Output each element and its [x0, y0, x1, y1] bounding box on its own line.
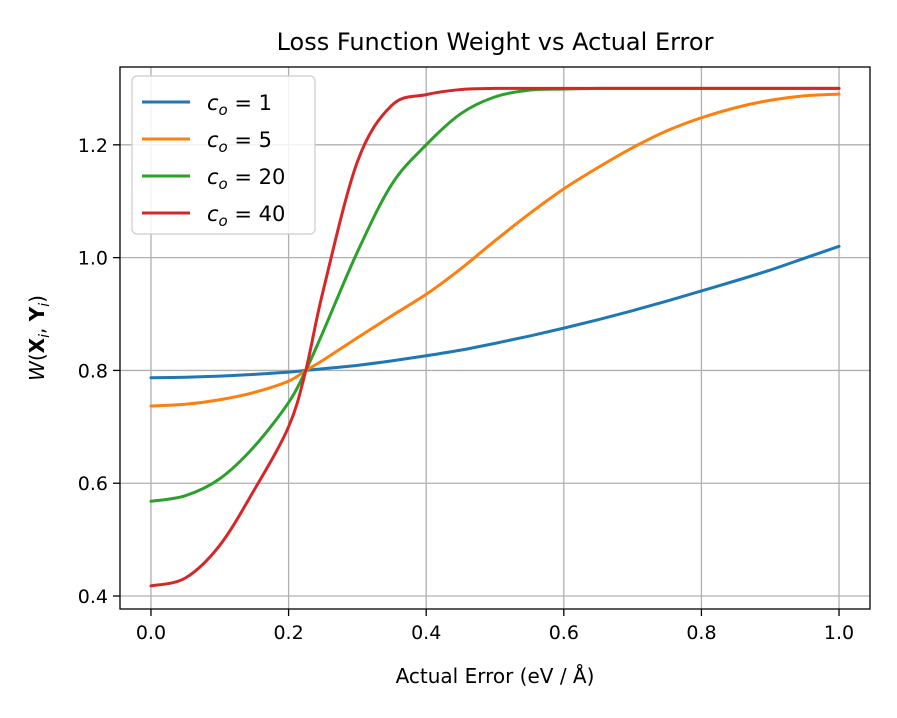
legend-box [131, 75, 316, 235]
legend-label-sub: o [219, 101, 228, 119]
series-line-4 [149, 86, 841, 588]
legend-label-rest: = 20 [228, 165, 286, 189]
legend-label-sub: o [219, 175, 228, 193]
legend-item-4: co = 40 [142, 202, 285, 230]
x-tick-label: 0.6 [549, 622, 579, 644]
x-axis-ticks: 0.0 0.2 0.4 0.6 0.8 1.0 [136, 609, 854, 644]
legend-label-sub: o [219, 138, 228, 156]
x-tick-label: 0.4 [411, 622, 441, 644]
legend-label-rest: = 5 [228, 128, 272, 152]
grid-lines [120, 67, 870, 609]
x-tick-label: 1.0 [824, 622, 854, 644]
y-axis-label-w: W [25, 360, 49, 381]
y-axis-label: W(Xi, Yi) [25, 295, 53, 381]
x-axis-label: Actual Error (eV / Å) [396, 664, 595, 688]
y-axis-label-x: X [25, 337, 49, 353]
legend-label: co = 1 [207, 91, 272, 119]
y-axis-ticks: 0.4 0.6 0.8 1.0 1.2 [78, 135, 120, 608]
series-lines [149, 86, 841, 588]
legend-label-sub: o [219, 212, 228, 230]
y-tick-label: 0.8 [78, 360, 108, 382]
series-line-1 [149, 244, 841, 380]
legend-label-rest: = 1 [228, 91, 272, 115]
y-tick-label: 1.2 [78, 135, 108, 157]
x-tick-label: 0.0 [136, 622, 166, 644]
y-axis-label-open: ( [25, 353, 49, 361]
legend-label-rest: = 40 [228, 202, 286, 226]
legend-label-main: c [207, 91, 219, 115]
y-axis-label-close: ) [25, 295, 49, 303]
plot-area-frame [119, 66, 871, 610]
y-tick-label: 0.4 [78, 586, 108, 608]
legend-label-main: c [207, 202, 219, 226]
y-axis-label-y: Y [25, 306, 49, 322]
legend-label: co = 5 [207, 128, 272, 156]
chart-title: Loss Function Weight vs Actual Error [277, 28, 714, 56]
legend-label-main: c [207, 165, 219, 189]
x-tick-label: 0.8 [686, 622, 716, 644]
series-line-2 [149, 92, 841, 408]
y-axis-label-y-sub: i [37, 303, 53, 307]
legend-item-1: co = 1 [142, 91, 272, 119]
y-tick-label: 1.0 [78, 248, 108, 270]
y-tick-label: 0.6 [78, 473, 108, 495]
legend-label-main: c [207, 128, 219, 152]
legend-item-2: co = 5 [142, 128, 272, 156]
x-tick-label: 0.2 [273, 622, 303, 644]
legend-item-3: co = 20 [142, 165, 285, 193]
y-axis-label-x-sub: i [37, 334, 53, 338]
legend-label: co = 20 [207, 165, 285, 193]
y-axis-label-comma: , [25, 321, 49, 334]
legend-label: co = 40 [207, 202, 285, 230]
